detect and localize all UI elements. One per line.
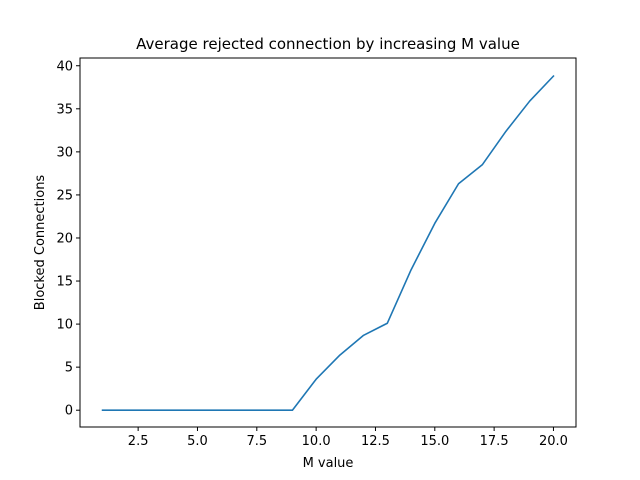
x-tick-label: 2.5 xyxy=(128,434,149,449)
x-tick-label: 17.5 xyxy=(480,434,509,449)
x-tick-label: 12.5 xyxy=(361,434,390,449)
x-tick-label: 15.0 xyxy=(420,434,449,449)
y-axis-label: Blocked Connections xyxy=(33,175,48,311)
x-axis-label: M value xyxy=(303,456,354,471)
y-tick-label: 15 xyxy=(56,275,73,290)
y-tick-label: 35 xyxy=(56,102,73,117)
y-tick-label: 10 xyxy=(56,318,73,333)
y-tick-label: 20 xyxy=(56,231,73,246)
x-tick-label: 7.5 xyxy=(246,434,267,449)
series-line xyxy=(101,74,555,412)
y-tick-label: 5 xyxy=(65,361,73,376)
plot-frame xyxy=(79,57,577,428)
y-tick-label: 30 xyxy=(56,145,73,160)
x-tick-label: 20.0 xyxy=(539,434,568,449)
x-tick-label: 5.0 xyxy=(187,434,208,449)
chart-title: Average rejected connection by increasin… xyxy=(136,35,520,53)
x-tick-label: 10.0 xyxy=(302,434,331,449)
y-tick-label: 0 xyxy=(65,404,73,419)
y-tick-label: 40 xyxy=(56,59,73,74)
y-tick-label: 25 xyxy=(56,188,73,203)
